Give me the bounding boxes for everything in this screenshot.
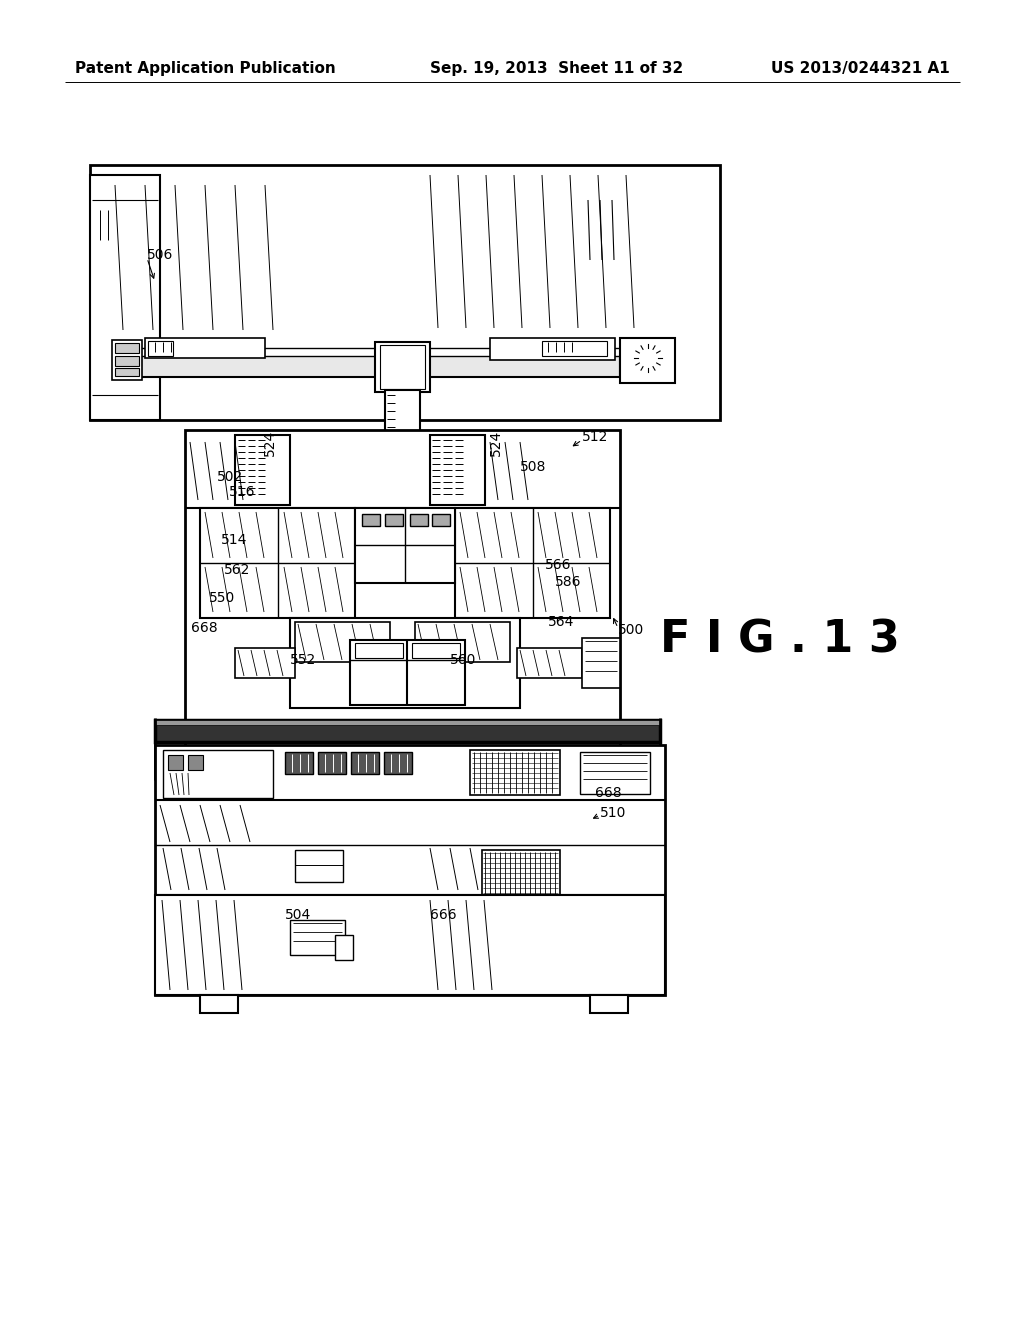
Bar — [385, 513, 403, 525]
Bar — [155, 719, 660, 742]
Text: US 2013/0244321 A1: US 2013/0244321 A1 — [771, 61, 950, 75]
Bar — [542, 341, 607, 356]
Bar — [112, 341, 142, 380]
Bar — [155, 744, 665, 995]
Text: 552: 552 — [290, 653, 316, 667]
Text: 514: 514 — [220, 533, 247, 546]
Bar — [295, 850, 343, 882]
Bar — [582, 638, 620, 688]
Text: 566: 566 — [545, 558, 571, 572]
Bar — [380, 345, 425, 389]
Text: 550: 550 — [209, 591, 234, 605]
Bar — [234, 436, 290, 506]
Text: Sep. 19, 2013  Sheet 11 of 32: Sep. 19, 2013 Sheet 11 of 32 — [430, 61, 683, 75]
Bar — [163, 750, 273, 799]
Bar — [590, 995, 628, 1012]
Text: 668: 668 — [191, 620, 218, 635]
Bar — [155, 895, 665, 995]
Text: 510: 510 — [600, 807, 627, 820]
Bar — [90, 176, 160, 420]
Bar — [384, 752, 412, 774]
Bar — [415, 622, 510, 663]
Bar — [318, 752, 346, 774]
Bar — [200, 995, 238, 1012]
Bar — [432, 513, 450, 525]
Bar — [482, 850, 560, 902]
Bar — [355, 643, 403, 657]
Text: 508: 508 — [520, 459, 547, 474]
Text: 564: 564 — [548, 615, 574, 630]
Text: 506: 506 — [147, 248, 173, 261]
Bar — [517, 648, 582, 678]
Text: 502: 502 — [217, 470, 243, 484]
Bar — [145, 338, 265, 358]
Bar — [168, 755, 183, 770]
Bar — [130, 355, 620, 378]
Bar — [470, 750, 560, 795]
Bar — [385, 389, 420, 445]
Bar — [200, 508, 355, 618]
Text: 516: 516 — [228, 484, 255, 499]
Text: 524: 524 — [263, 430, 278, 457]
Bar — [375, 342, 430, 392]
Text: 666: 666 — [430, 908, 457, 921]
Text: F I G . 1 3: F I G . 1 3 — [660, 619, 900, 661]
Bar — [285, 752, 313, 774]
Bar — [295, 622, 390, 663]
Text: Patent Application Publication: Patent Application Publication — [75, 61, 336, 75]
Bar — [155, 719, 660, 725]
Bar — [620, 338, 675, 383]
Bar — [188, 755, 203, 770]
Bar — [355, 508, 455, 583]
Bar — [350, 640, 465, 705]
Bar — [580, 752, 650, 795]
Bar — [455, 508, 610, 618]
Bar — [430, 436, 485, 506]
Bar — [335, 935, 353, 960]
Bar — [115, 356, 139, 366]
Text: 524: 524 — [489, 430, 503, 457]
Bar — [234, 648, 295, 678]
Bar — [351, 752, 379, 774]
Bar — [115, 343, 139, 352]
Bar — [362, 513, 380, 525]
Bar — [490, 338, 615, 360]
Text: 504: 504 — [285, 908, 311, 921]
Bar — [412, 643, 460, 657]
Bar — [290, 920, 345, 954]
Text: 560: 560 — [450, 653, 476, 667]
Bar — [90, 165, 720, 420]
Bar — [130, 348, 620, 356]
Text: 586: 586 — [555, 576, 582, 589]
Bar — [148, 341, 173, 356]
Bar — [290, 618, 520, 708]
Text: 562: 562 — [223, 564, 250, 577]
Bar — [115, 368, 139, 376]
Text: 668: 668 — [595, 785, 622, 800]
Bar — [410, 513, 428, 525]
Bar — [185, 430, 620, 780]
Text: 512: 512 — [582, 430, 608, 444]
Text: 500: 500 — [618, 623, 644, 638]
